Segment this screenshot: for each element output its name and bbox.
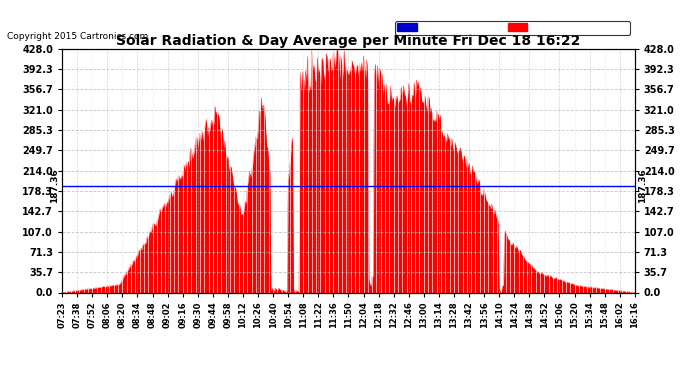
Text: Copyright 2015 Cartronics.com: Copyright 2015 Cartronics.com: [7, 32, 148, 41]
Title: Solar Radiation & Day Average per Minute Fri Dec 18 16:22: Solar Radiation & Day Average per Minute…: [116, 34, 581, 48]
Text: 187.36: 187.36: [638, 168, 647, 203]
Legend: Median  (w/m2), Radiation  (w/m2): Median (w/m2), Radiation (w/m2): [395, 21, 630, 34]
Text: 187.36: 187.36: [50, 168, 59, 203]
